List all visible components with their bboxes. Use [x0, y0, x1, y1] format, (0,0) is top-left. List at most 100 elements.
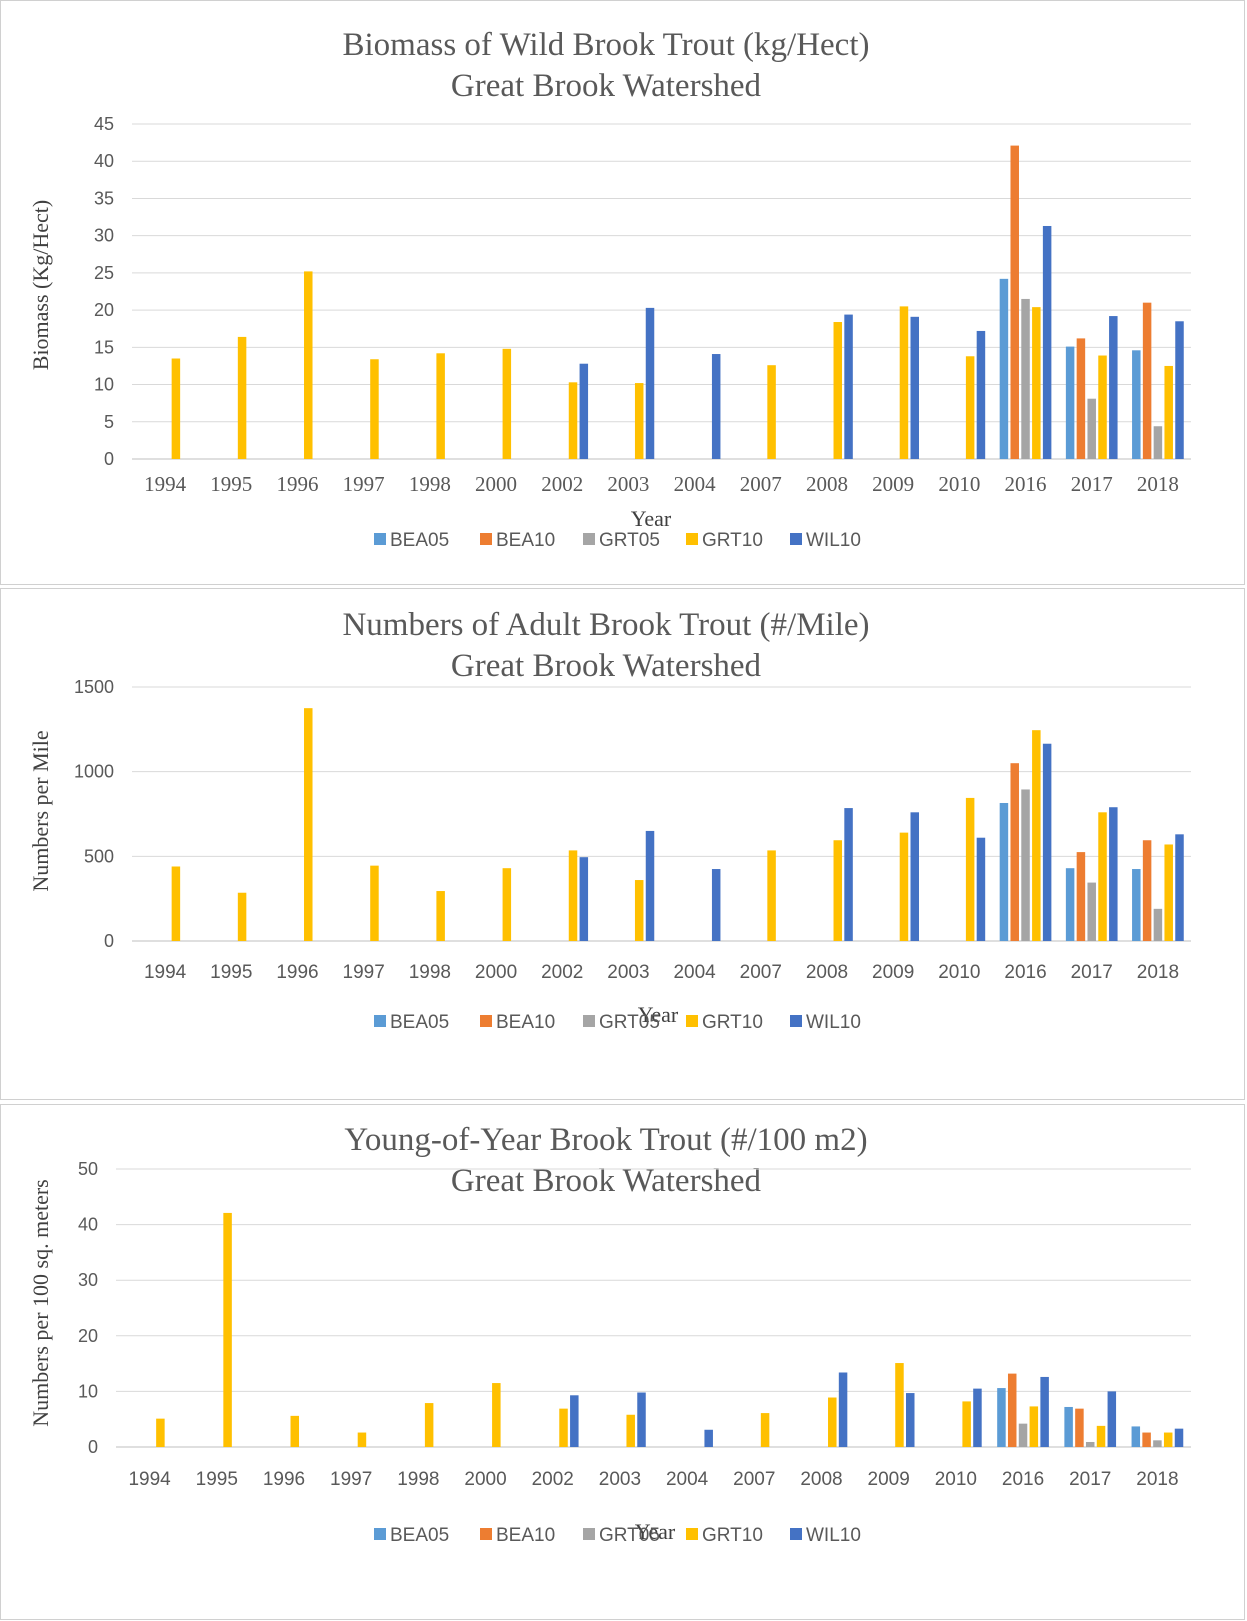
x-tick-label: 2016	[1004, 962, 1046, 983]
x-tick-label: 2009	[868, 1469, 910, 1490]
bar-grt10-1997	[370, 359, 379, 459]
legend-swatch-bea05	[374, 1528, 386, 1540]
bar-wil10-2004	[704, 1429, 713, 1447]
x-tick-label: 1994	[128, 1469, 171, 1490]
bar-bea05-2016	[999, 802, 1009, 941]
y-tick-label: 10	[78, 1381, 98, 1401]
legend-label-grt10: GRT10	[702, 530, 763, 551]
bar-wil10-2002	[570, 1395, 579, 1447]
bar-grt10-2018	[1164, 365, 1173, 459]
bar-wil10-2017	[1109, 316, 1118, 459]
legend-label-wil10: WIL10	[806, 1012, 861, 1033]
bar-grt05-2018	[1153, 908, 1163, 941]
bar-bea10-2016	[1010, 145, 1019, 460]
bar-grt05-2017	[1087, 398, 1096, 459]
legend-swatch-bea05	[374, 1015, 386, 1027]
legend-label-wil10: WIL10	[806, 530, 861, 551]
bar-grt10-2002	[568, 382, 578, 459]
x-tick-label: 2003	[607, 472, 649, 496]
x-axis-label: Year	[638, 1002, 679, 1027]
x-tick-label: 2017	[1069, 1469, 1111, 1490]
x-tick-label: 2002	[541, 962, 583, 983]
bar-grt10-2007	[767, 365, 776, 459]
x-tick-label: 2003	[607, 962, 649, 983]
x-tick-label: 2007	[733, 1469, 775, 1490]
bar-wil10-2018	[1175, 321, 1184, 459]
bar-wil10-2010	[973, 1388, 982, 1447]
legend-label-bea10: BEA10	[496, 1525, 555, 1546]
x-tick-label: 2000	[464, 1469, 506, 1490]
bar-grt10-1998	[436, 891, 445, 941]
x-tick-label: 1996	[276, 472, 318, 496]
bar-grt10-1995	[237, 892, 247, 941]
y-tick-label: 45	[94, 114, 114, 134]
bar-grt05-2017	[1087, 882, 1096, 941]
x-tick-label: 2000	[475, 472, 517, 496]
y-tick-label: 50	[78, 1159, 98, 1179]
x-tick-label: 2017	[1071, 962, 1113, 983]
bar-grt10-2000	[502, 348, 512, 459]
y-tick-label: 40	[94, 151, 114, 171]
bar-wil10-2002	[579, 363, 589, 459]
bar-grt05-2017	[1085, 1441, 1095, 1447]
x-tick-label: 1996	[263, 1469, 305, 1490]
x-tick-label: 2002	[532, 1469, 574, 1490]
x-tick-label: 1997	[343, 962, 385, 983]
bar-wil10-2016	[1040, 1376, 1049, 1447]
bar-wil10-2009	[910, 316, 920, 459]
bar-bea05-2017	[1065, 868, 1075, 941]
x-tick-label: 1995	[210, 962, 252, 983]
bar-bea10-2016	[1010, 763, 1019, 941]
legend-label-bea05: BEA05	[390, 530, 449, 551]
x-tick-label: 1997	[343, 472, 385, 496]
y-tick-label: 30	[78, 1270, 98, 1290]
bar-grt10-2000	[492, 1383, 501, 1447]
bar-grt10-2000	[502, 868, 512, 941]
bar-grt10-1995	[223, 1212, 232, 1447]
bar-wil10-2009	[910, 812, 920, 941]
chart-title: Numbers of Adult Brook Trout (#/Mile)	[342, 607, 869, 643]
bar-grt10-1995	[237, 336, 247, 459]
y-tick-label: 0	[104, 449, 114, 469]
bar-grt10-1998	[424, 1403, 434, 1447]
y-tick-label: 30	[94, 226, 114, 246]
chart-title: Biomass of Wild Brook Trout (kg/Hect)	[343, 27, 870, 63]
bar-wil10-2017	[1109, 807, 1118, 941]
y-tick-label: 0	[88, 1437, 98, 1457]
bar-bea10-2018	[1142, 1432, 1151, 1447]
x-tick-label: 2003	[599, 1469, 641, 1490]
bar-wil10-2003	[645, 830, 655, 941]
x-tick-label: 2010	[938, 962, 980, 983]
x-tick-label: 1995	[210, 472, 252, 496]
bar-bea10-2018	[1142, 840, 1152, 941]
bar-grt10-1997	[357, 1432, 367, 1447]
bar-grt10-2016	[1032, 730, 1041, 941]
legend-swatch-wil10	[790, 1015, 802, 1027]
bar-wil10-2016	[1042, 743, 1052, 941]
legend-label-wil10: WIL10	[806, 1525, 861, 1546]
bar-bea05-2017	[1064, 1406, 1073, 1447]
bar-wil10-2003	[645, 307, 655, 459]
bar-grt05-2016	[1018, 1423, 1028, 1447]
bar-bea05-2018	[1132, 869, 1141, 941]
bar-wil10-2010	[976, 330, 986, 459]
chart-subtitle: Great Brook Watershed	[451, 648, 762, 684]
bar-bea05-2016	[997, 1388, 1006, 1447]
y-tick-label: 1000	[74, 762, 114, 782]
adult-count-chart: Numbers of Adult Brook Trout (#/Mile) Gr…	[28, 607, 1191, 1033]
legend-label-grt05: GRT05	[599, 1525, 660, 1546]
bar-grt10-2008	[828, 1397, 837, 1447]
bar-grt10-2018	[1163, 1432, 1173, 1447]
x-tick-label: 1994	[144, 472, 187, 496]
x-tick-label: 2008	[800, 1469, 842, 1490]
legend-swatch-bea10	[480, 533, 492, 545]
x-tick-label: 2009	[872, 472, 914, 496]
legend-swatch-grt10	[686, 533, 698, 545]
bar-grt10-2002	[559, 1408, 568, 1447]
legend-swatch-grt10	[686, 1528, 698, 1540]
y-tick-label: 0	[104, 931, 114, 951]
bar-grt05-2018	[1153, 1440, 1162, 1447]
x-tick-label: 2007	[740, 472, 782, 496]
bar-wil10-2004	[711, 354, 721, 459]
legend-label-grt10: GRT10	[702, 1525, 763, 1546]
